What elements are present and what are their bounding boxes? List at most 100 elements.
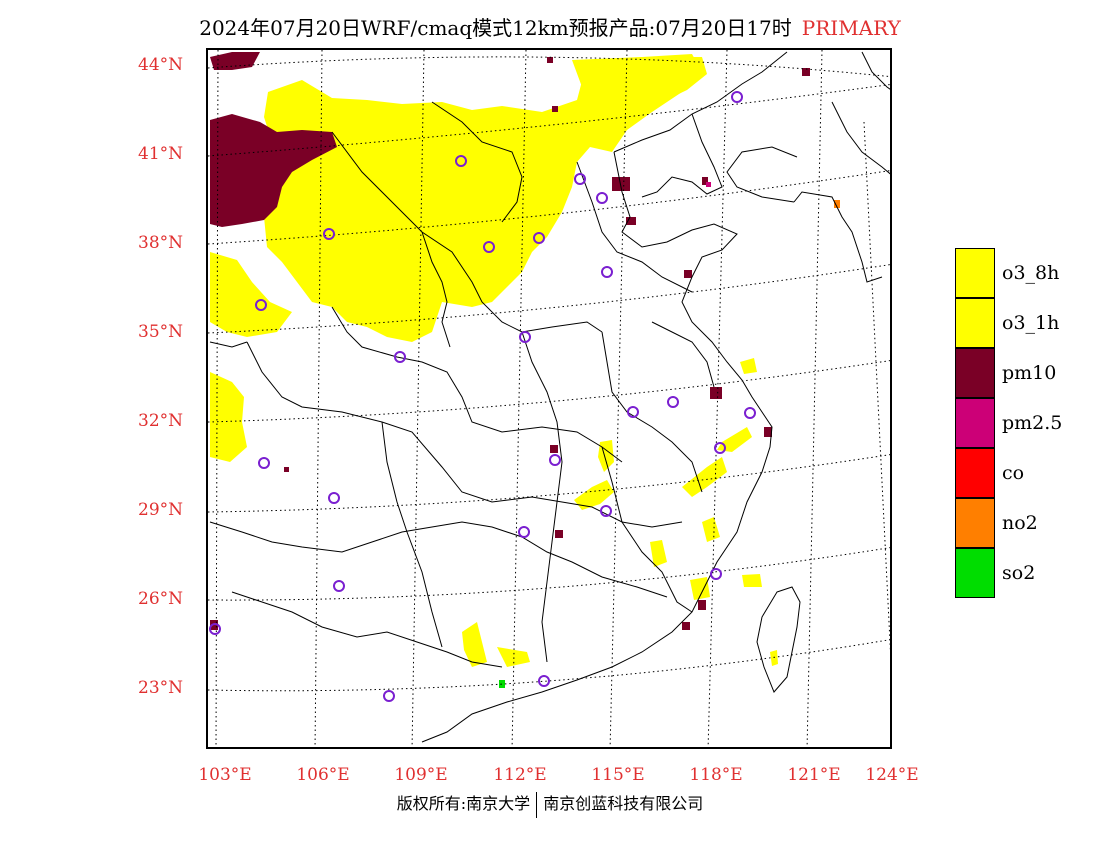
lon-label-109: 109°E [394,765,448,785]
station-marker [323,228,335,240]
o3-fujian-s [690,577,710,600]
legend-swatch [955,398,995,448]
station-marker [731,91,743,103]
province-5 [231,591,503,668]
station-marker [333,580,345,592]
station-marker [627,406,639,418]
station-marker [455,155,467,167]
station-marker [538,675,550,687]
station-marker [710,568,722,580]
pm10-dalian [702,177,708,185]
province-9 [381,421,443,648]
legend-label: o3_8h [1002,262,1060,284]
province-4 [209,521,668,598]
legend-label: o3_1h [1002,312,1060,334]
o3-jiangxi [650,540,667,567]
legend-swatch [955,498,995,548]
outer-border [831,51,890,175]
legend-item-pm10: pm10 [955,348,1090,398]
station-marker [744,407,756,419]
legend: o3_8h o3_1h pm10 pm2.5 co no2 so2 [955,248,1090,598]
lon-label-121: 121°E [787,765,841,785]
footer-divider [536,791,538,818]
station-marker [209,623,221,635]
station-marker [255,299,267,311]
map-area [206,48,892,749]
pm10-misc-2 [552,106,558,112]
legend-label: pm2.5 [1002,412,1063,434]
pm10-layer [210,52,810,630]
pm25-dalian [706,182,711,187]
province-6 [421,231,451,348]
legend-swatch [955,248,995,298]
o3-north-band [264,54,702,342]
lat-label-35: 35°N [138,322,184,342]
station-marker [519,331,531,343]
no2-bohai [834,200,840,208]
stations [209,91,756,702]
lon-label-112: 112°E [493,765,547,785]
pm10-wuhan-n [550,445,558,453]
station-marker [483,241,495,253]
bohai-coast [641,113,723,198]
copyright-footer: 版权所有:南京大学 南京创蓝科技有限公司 [0,790,1100,818]
legend-label: co [1002,462,1025,484]
legend-label: pm10 [1002,362,1057,384]
province-11 [431,101,523,223]
pm10-hefei [710,387,722,399]
legend-swatch [955,448,995,498]
station-marker [394,351,406,363]
legend-item-pm2-5: pm2.5 [955,398,1090,448]
lon-label-103: 103°E [198,765,252,785]
graticule [208,50,890,747]
station-marker [549,454,561,466]
pm10-beijing [612,177,630,191]
footer-right: 南京创蓝科技有限公司 [543,794,704,813]
station-marker [600,505,612,517]
pm10-misc-1 [802,68,810,76]
borders [209,51,890,743]
pm10-misc-3 [547,57,553,63]
lat-label-41: 41°N [138,144,184,164]
legend-swatch [955,298,995,348]
station-marker [383,690,395,702]
pm10-misc-4 [284,467,289,472]
legend-label: no2 [1002,512,1038,534]
lon-label-106: 106°E [296,765,350,785]
station-marker [258,457,270,469]
legend-item-no2: no2 [955,498,1090,548]
taiwan [756,586,801,693]
korea [726,146,883,283]
station-marker [714,442,726,454]
lat-label-44: 44°N [138,55,184,75]
province-14 [651,321,715,388]
o3-yangtze [682,457,727,497]
lat-label-26: 26°N [138,589,184,609]
o3-shanghai-n [740,358,757,374]
map-canvas [208,50,890,747]
o3-wuhan [574,480,614,510]
lat-label-29: 29°N [138,500,184,520]
pm10-tianjin [626,217,636,225]
o3-taiwan [770,650,778,666]
lat-label-38: 38°N [138,233,184,253]
o3-guangdong-w [462,622,487,667]
lon-label-124: 124°E [865,765,919,785]
o3-sichuan-west [210,372,247,462]
province-2 [331,306,623,463]
legend-item-so2: so2 [955,548,1090,598]
legend-item-o3-8h: o3_8h [955,248,1090,298]
legend-swatch [955,548,995,598]
o3-nanjing [717,427,752,452]
station-marker [596,192,608,204]
station-marker [601,266,613,278]
station-marker [328,492,340,504]
footer-left: 版权所有:南京大学 [396,794,531,813]
o3-northeast-patch [572,57,707,114]
province-12 [576,161,693,293]
o3-guangdong-c [497,647,530,667]
pm10-shanghai [764,427,772,437]
pm10-hunan [555,530,563,538]
title-tag: PRIMARY [801,16,901,40]
station-marker [667,396,679,408]
